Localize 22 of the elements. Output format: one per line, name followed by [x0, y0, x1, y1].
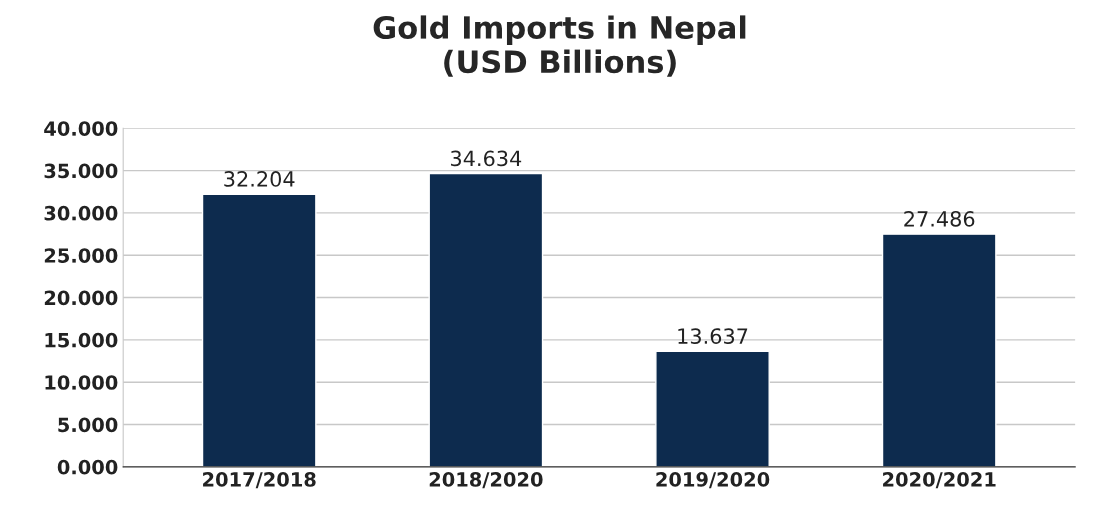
bar — [428, 172, 544, 467]
bar — [201, 193, 317, 467]
x-tick-label: 2018/2020 — [429, 472, 543, 489]
data-label: 27.486 — [904, 210, 975, 227]
y-tick-label: 30.000 — [44, 205, 118, 221]
bar — [881, 233, 997, 467]
data-label: 34.634 — [451, 150, 522, 167]
bar — [655, 350, 770, 467]
y-tick-label: 10.000 — [45, 375, 118, 390]
y-tick-label: 5.000 — [58, 417, 118, 433]
y-tick-label: 20.000 — [44, 290, 118, 306]
x-tick-label: 2017/2018 — [203, 472, 316, 489]
x-tick-label: 2020/2021 — [883, 472, 996, 489]
data-label: 32.204 — [224, 171, 295, 187]
chart-title: Gold Imports in Nepal (USD Billions) — [373, 15, 746, 77]
y-tick-label: 15.000 — [45, 332, 118, 348]
y-tick-label: 0.000 — [57, 459, 118, 475]
data-label: 13.637 — [678, 328, 748, 344]
y-tick-label: 35.000 — [44, 163, 118, 179]
y-tick-label: 25.000 — [44, 248, 118, 263]
y-tick-label: 40.000 — [44, 121, 118, 136]
x-tick-label: 2019/2020 — [656, 472, 770, 489]
